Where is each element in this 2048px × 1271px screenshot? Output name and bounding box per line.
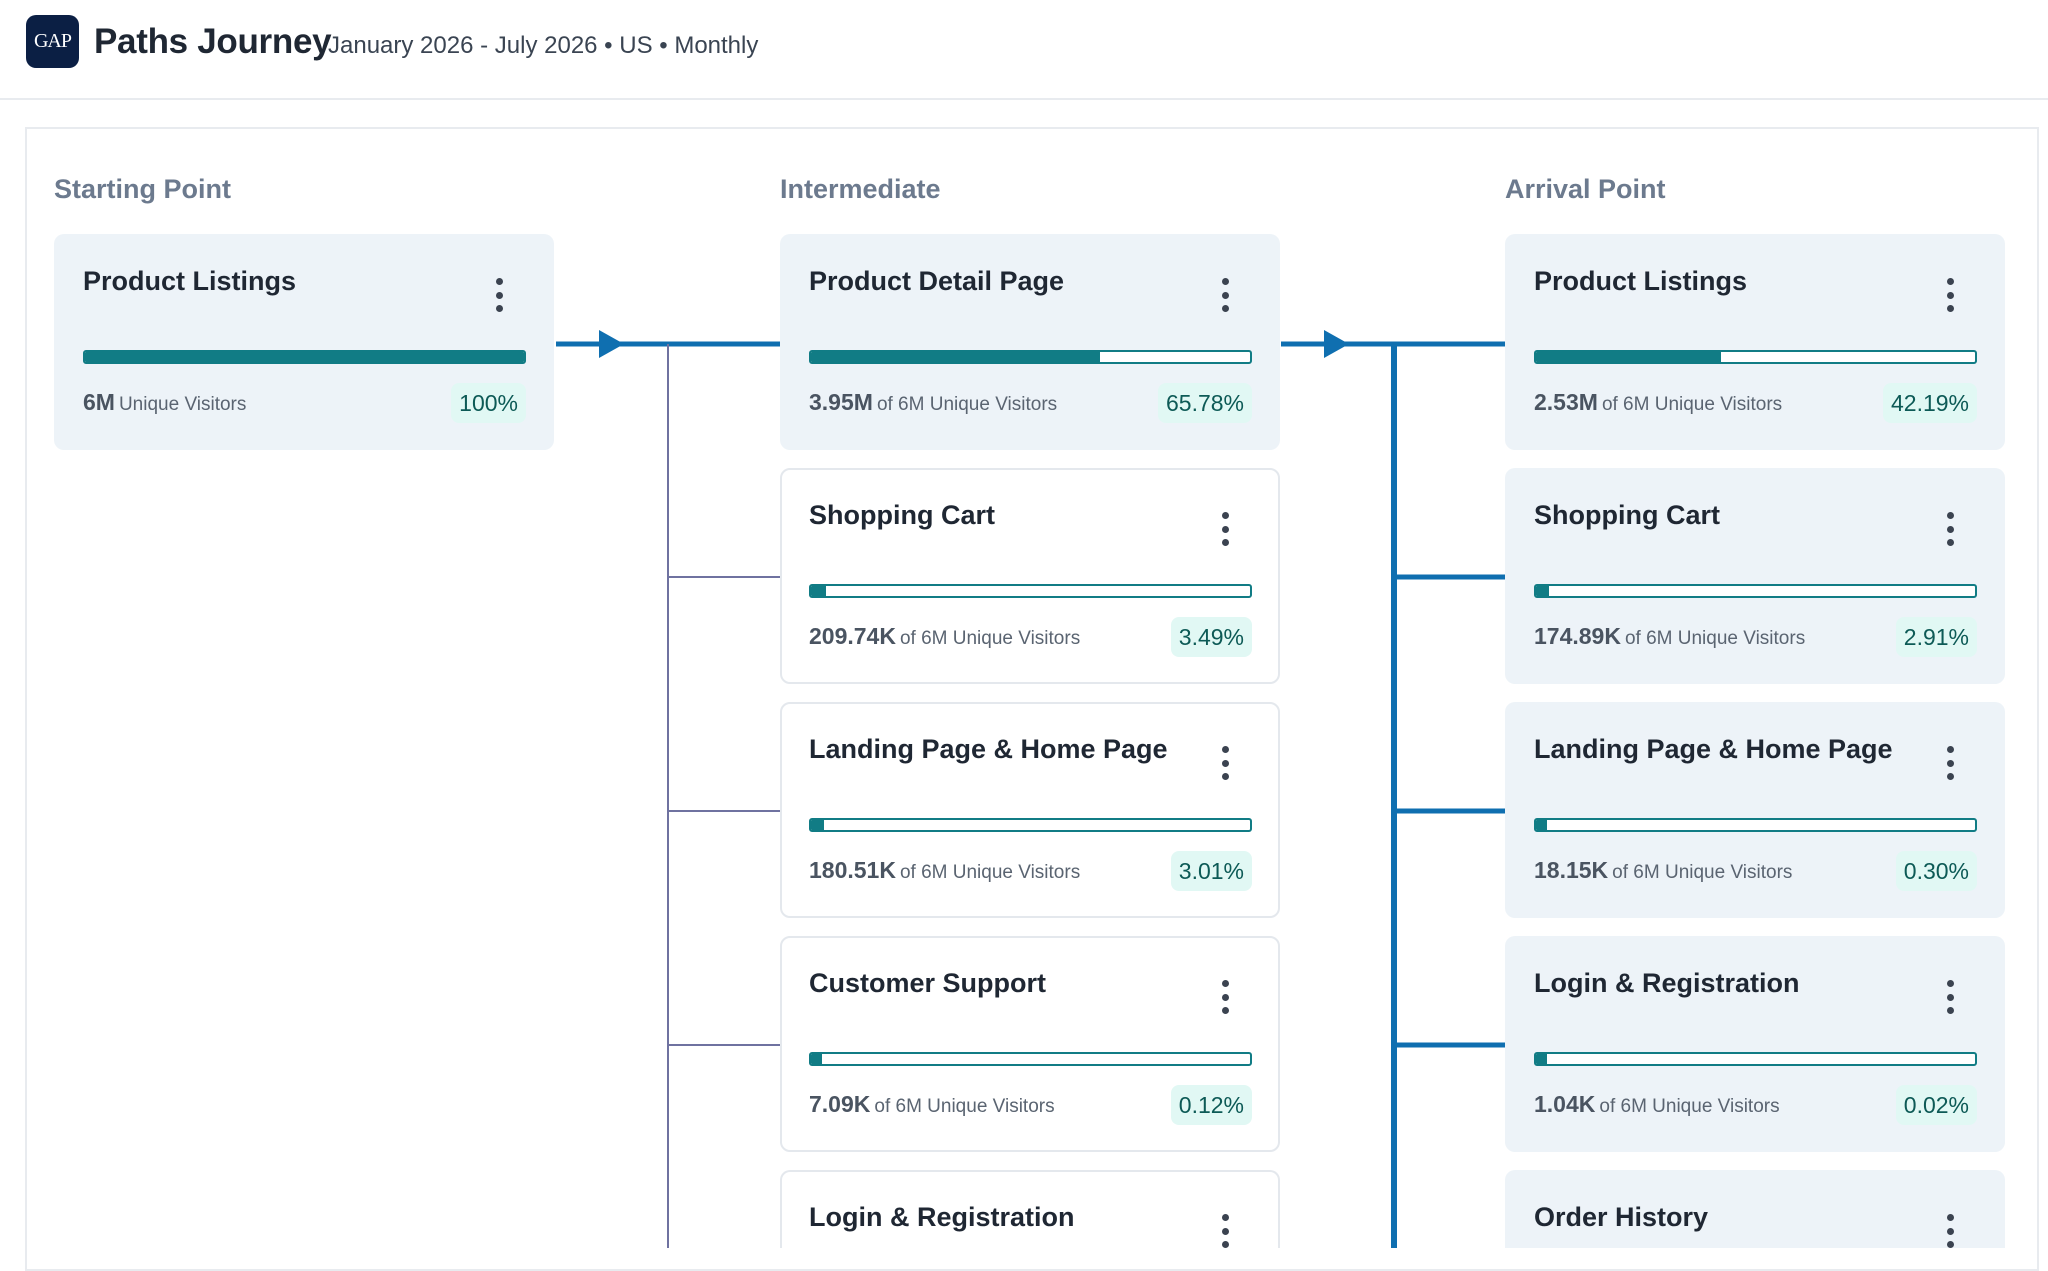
intermediate-card-landing-page[interactable]: Landing Page & Home Page 180.51K of 6M Un… (780, 702, 1280, 918)
arrival-card-login-registration[interactable]: Login & Registration 1.04K of 6M Unique V… (1505, 936, 2005, 1152)
arrival-card-shopping-cart[interactable]: Shopping Cart 174.89K of 6M Unique Visito… (1505, 468, 2005, 684)
visitor-percentage-badge: 2.91% (1895, 617, 1977, 657)
visitor-percentage-badge: 65.78% (1157, 383, 1252, 423)
visitor-percentage-badge: 3.01% (1170, 851, 1252, 891)
visitor-percentage-badge: 100% (451, 383, 526, 423)
visitor-stat: 7.09K of 6M Unique Visitors (809, 1091, 1055, 1117)
visitor-share-bar (809, 350, 1252, 364)
card-title: Shopping Cart (1534, 500, 1720, 530)
visitor-stat: 6M Unique Visitors (83, 389, 247, 415)
app-header: GAP Paths Journey January 2026 - July 20… (0, 0, 2048, 100)
more-options-icon[interactable] (1220, 278, 1230, 312)
start-card-product-listings[interactable]: Product Listings 6M Unique Visitors 100% (54, 234, 554, 450)
more-options-icon[interactable] (1220, 746, 1230, 780)
arrival-card-order-history[interactable]: Order History (1505, 1170, 2005, 1248)
card-title: Landing Page & Home Page (809, 734, 1168, 764)
visitor-share-bar (1534, 584, 1977, 598)
visitor-stat: 3.95M of 6M Unique Visitors (809, 389, 1058, 415)
card-title: Shopping Cart (809, 500, 995, 530)
visitor-percentage-badge: 0.02% (1895, 1085, 1977, 1125)
visitor-share-bar (809, 1052, 1252, 1066)
visitor-percentage-badge: 0.12% (1170, 1085, 1252, 1125)
visitor-stat: 174.89K of 6M Unique Visitors (1534, 623, 1806, 649)
card-title: Order History (1534, 1202, 1709, 1232)
column-heading-arrival: Arrival Point (1505, 174, 1666, 204)
arrow-head-start (599, 330, 624, 358)
card-title: Product Detail Page (809, 266, 1065, 296)
more-options-icon[interactable] (1945, 512, 1955, 546)
visitor-percentage-badge: 42.19% (1882, 383, 1977, 423)
column-heading-intermediate: Intermediate (780, 174, 941, 204)
arrival-card-product-listings[interactable]: Product Listings 2.53M of 6M Unique Visit… (1505, 234, 2005, 450)
card-title: Login & Registration (1534, 968, 1800, 998)
more-options-icon[interactable] (1945, 278, 1955, 312)
more-options-icon[interactable] (494, 278, 504, 312)
visitor-percentage-badge: 3.49% (1170, 617, 1252, 657)
page-subtitle: January 2026 - July 2026 • US • Monthly (328, 32, 759, 59)
intermediate-card-customer-support[interactable]: Customer Support 7.09K of 6M Unique Visit… (780, 936, 1280, 1152)
card-title: Product Listings (83, 266, 297, 296)
intermediate-card-product-detail-page[interactable]: Product Detail Page 3.95M of 6M Unique Vi… (780, 234, 1280, 450)
more-options-icon[interactable] (1220, 1214, 1230, 1248)
card-title: Landing Page & Home Page (1534, 734, 1893, 764)
card-title: Product Listings (1534, 266, 1748, 296)
visitor-share-bar (1534, 818, 1977, 832)
intermediate-card-shopping-cart[interactable]: Shopping Cart 209.74K of 6M Unique Visito… (780, 468, 1280, 684)
arrow-head-intermediate (1324, 330, 1349, 358)
visitor-share-bar (809, 584, 1252, 598)
visitor-share-bar (83, 350, 526, 364)
visitor-percentage-badge: 0.30% (1895, 851, 1977, 891)
visitor-share-bar (809, 818, 1252, 832)
visitor-stat: 1.04K of 6M Unique Visitors (1534, 1091, 1780, 1117)
card-title: Login & Registration (809, 1202, 1075, 1232)
more-options-icon[interactable] (1220, 512, 1230, 546)
page-title: Paths Journey (94, 22, 332, 61)
arrival-card-landing-page[interactable]: Landing Page & Home Page 18.15K of 6M Uni… (1505, 702, 2005, 918)
column-heading-start: Starting Point (54, 174, 231, 204)
visitor-share-bar (1534, 1052, 1977, 1066)
card-title: Customer Support (809, 968, 1047, 998)
visitor-stat: 2.53M of 6M Unique Visitors (1534, 389, 1783, 415)
visitor-stat: 180.51K of 6M Unique Visitors (809, 857, 1081, 883)
more-options-icon[interactable] (1220, 980, 1230, 1014)
more-options-icon[interactable] (1945, 1214, 1955, 1248)
brand-logo[interactable]: GAP (26, 15, 79, 68)
visitor-stat: 209.74K of 6M Unique Visitors (809, 623, 1081, 649)
visitor-stat: 18.15K of 6M Unique Visitors (1534, 857, 1793, 883)
intermediate-card-login-registration[interactable]: Login & Registration (780, 1170, 1280, 1248)
visitor-share-bar (1534, 350, 1977, 364)
more-options-icon[interactable] (1945, 746, 1955, 780)
more-options-icon[interactable] (1945, 980, 1955, 1014)
